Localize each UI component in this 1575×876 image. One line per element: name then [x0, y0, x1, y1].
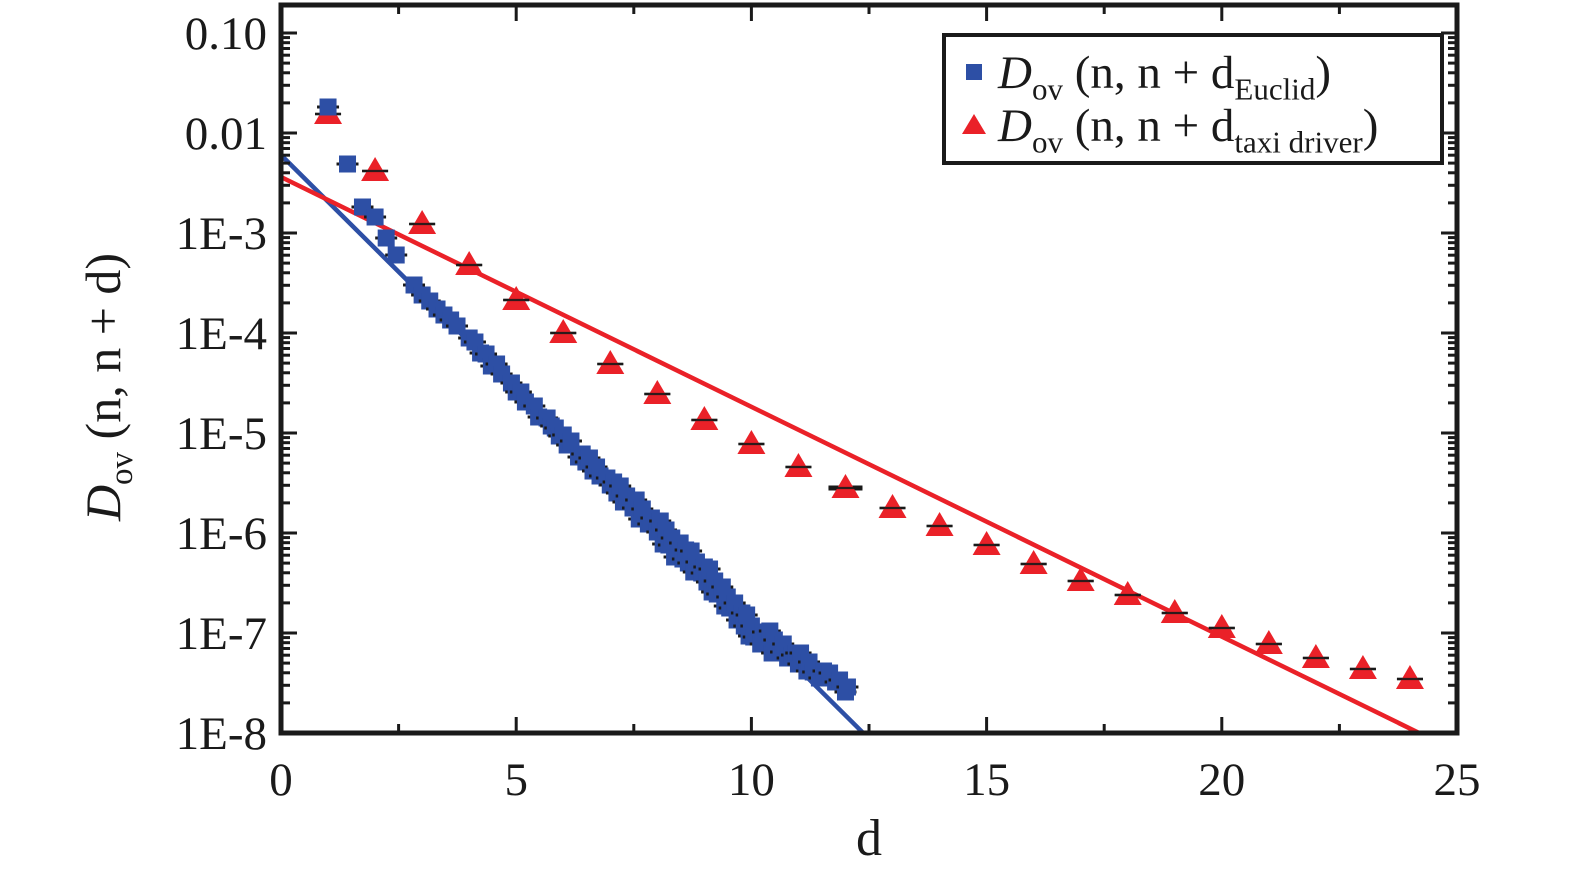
- triangle-marker: [1066, 567, 1095, 591]
- red-data-point: [784, 453, 813, 477]
- legend-item: Dov​ (n, n + dEuclid​): [966, 47, 1331, 106]
- blue-data-point: [317, 98, 340, 116]
- red-data-point: [1019, 550, 1048, 574]
- square-marker: [838, 678, 856, 696]
- square-marker: [387, 246, 405, 264]
- red-data-point: [549, 319, 578, 343]
- red-data-point: [643, 380, 672, 404]
- square-marker: [562, 432, 580, 450]
- red-data-point: [455, 251, 484, 275]
- y-tick-label: 1E-7: [176, 608, 267, 660]
- red-data-point: [972, 531, 1001, 555]
- triangle-marker: [502, 286, 531, 310]
- y-tick-label: 1E-4: [176, 308, 267, 360]
- x-tick-label: 0: [269, 754, 293, 806]
- red-data-point: [1301, 644, 1330, 668]
- triangle-marker: [408, 210, 437, 234]
- red-data-point: [1395, 665, 1424, 689]
- triangle-marker: [1254, 630, 1283, 654]
- triangle-marker: [690, 406, 719, 430]
- x-tick-label: 10: [728, 754, 775, 806]
- red-data-point: [408, 210, 437, 234]
- triangle-marker: [643, 380, 672, 404]
- square-marker: [319, 98, 337, 116]
- legend-label: Dov​ (n, n + dtaxi driver​): [997, 100, 1378, 159]
- y-tick-label: 1E-8: [176, 708, 267, 760]
- red-series: [314, 100, 1424, 689]
- triangle-marker: [1019, 550, 1048, 574]
- red-data-point: [828, 474, 863, 498]
- legend-item: Dov​ (n, n + dtaxi driver​): [962, 100, 1378, 159]
- square-marker: [377, 229, 395, 247]
- red-data-point: [690, 406, 719, 430]
- blue-data-point: [375, 229, 398, 247]
- triangle-marker: [1301, 644, 1330, 668]
- blue-data-point: [559, 432, 582, 450]
- blue-data-point: [385, 246, 408, 264]
- legend-square-marker: [966, 64, 982, 80]
- red-data-point: [1207, 614, 1236, 638]
- triangle-marker: [737, 430, 766, 454]
- triangle-marker: [831, 474, 860, 498]
- y-tick-label: 0.10: [185, 8, 267, 60]
- x-tick-label: 25: [1434, 754, 1481, 806]
- x-tick-label: 20: [1198, 754, 1245, 806]
- y-axis-title: Dov​ (n, n + d): [75, 253, 140, 522]
- blue-data-point: [836, 678, 859, 696]
- red-data-point: [1066, 567, 1095, 591]
- triangle-marker: [925, 512, 954, 536]
- red-data-point: [596, 350, 625, 374]
- y-tick-label: 0.01: [185, 108, 267, 160]
- triangle-marker: [1207, 614, 1236, 638]
- red-data-point: [1113, 581, 1142, 605]
- y-tick-label: 1E-6: [176, 508, 267, 560]
- axis-tick-labels: 0 5 10 15 20 25 0.10 0.01 1E-3 1E-4 1E-5 1E-6 1E-7 1E…: [176, 8, 1481, 806]
- y-tick-label: 1E-3: [176, 208, 267, 260]
- red-data-point: [1348, 655, 1377, 679]
- triangle-marker: [1395, 665, 1424, 689]
- red-data-point: [878, 494, 907, 518]
- x-tick-label: 5: [504, 754, 528, 806]
- triangle-marker: [549, 319, 578, 343]
- legend-box: [942, 33, 1444, 165]
- legend-label: Dov​ (n, n + dEuclid​): [997, 47, 1331, 106]
- axis-ticks: [279, 5, 1459, 735]
- blue-series: [317, 98, 859, 701]
- triangle-marker: [972, 531, 1001, 555]
- triangle-marker: [1348, 655, 1377, 679]
- red-data-point: [502, 286, 531, 310]
- x-tick-label: 15: [963, 754, 1010, 806]
- triangle-marker: [784, 453, 813, 477]
- square-marker: [366, 208, 384, 226]
- legend: Dov​ (n, n + dEuclid​)Dov​ (n, n + dtaxi…: [942, 33, 1444, 165]
- square-marker: [339, 155, 357, 173]
- blue-data-point: [364, 208, 387, 226]
- legend-triangle-marker: [962, 114, 986, 134]
- red-data-point: [1254, 630, 1283, 654]
- blue-data-point: [336, 155, 359, 173]
- triangle-marker: [878, 494, 907, 518]
- red-data-point: [737, 430, 766, 454]
- triangle-marker: [361, 157, 390, 181]
- x-axis-title: d: [856, 810, 882, 867]
- red-data-point: [1160, 599, 1189, 623]
- red-data-point: [925, 512, 954, 536]
- triangle-marker: [455, 251, 484, 275]
- triangle-marker: [1113, 581, 1142, 605]
- red-data-point: [361, 157, 390, 181]
- triangle-marker: [1160, 599, 1189, 623]
- triangle-marker: [596, 350, 625, 374]
- y-tick-label: 1E-5: [176, 408, 267, 460]
